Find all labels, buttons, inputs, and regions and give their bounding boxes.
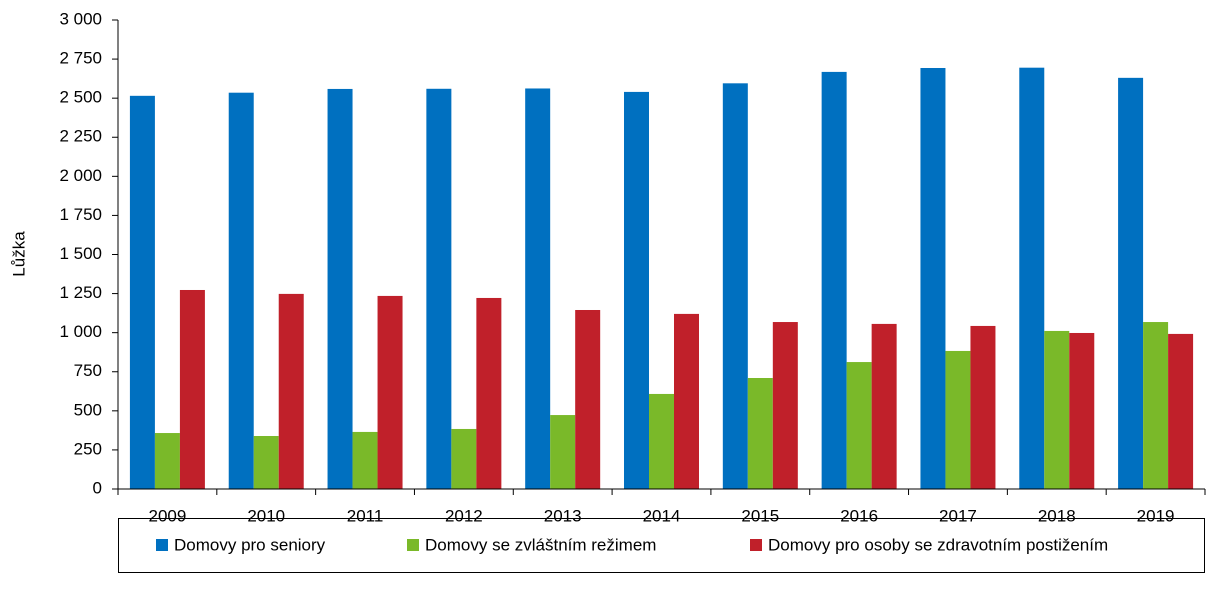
y-tick-label: 1 250 [59, 283, 102, 302]
x-tick-label: 2013 [544, 506, 582, 525]
bar [575, 309, 601, 489]
y-tick-label: 3 000 [59, 9, 102, 28]
y-tick-label: 2 500 [59, 88, 102, 107]
x-tick-label: 2016 [840, 506, 878, 525]
x-tick-label: 2009 [148, 506, 186, 525]
bar [649, 393, 674, 489]
x-tick-label: 2015 [741, 506, 779, 525]
y-tick-label: 500 [74, 400, 102, 419]
x-tick-label: 2010 [247, 506, 285, 525]
bar [871, 323, 897, 489]
bar [1069, 332, 1095, 489]
bar [278, 293, 304, 489]
x-tick-label: 2014 [643, 506, 681, 525]
bar [674, 313, 699, 489]
bar [772, 322, 798, 489]
bar [451, 428, 477, 489]
x-tick-label: 2012 [445, 506, 483, 525]
y-tick-label: 2 750 [59, 49, 102, 68]
legend-swatch [156, 539, 168, 551]
legend-swatch [407, 539, 419, 551]
bar [228, 92, 254, 489]
bar [377, 295, 403, 489]
bar [550, 415, 576, 489]
bar [1019, 67, 1045, 489]
x-tick-label: 2019 [1137, 506, 1175, 525]
legend-swatch [750, 539, 762, 551]
bar [846, 362, 872, 489]
bar [352, 431, 378, 489]
bar [426, 88, 452, 489]
y-tick-label: 2 000 [59, 166, 102, 185]
bar [722, 83, 748, 489]
bar [1168, 333, 1194, 489]
legend-label: Domovy pro osoby se zdravotním postižení… [768, 535, 1108, 554]
y-tick-label: 2 250 [59, 127, 102, 146]
legend-label: Domovy pro seniory [174, 535, 326, 554]
bar [1118, 77, 1144, 490]
bar [154, 433, 180, 489]
y-tick-label: 1 500 [59, 244, 102, 263]
bar [1044, 330, 1070, 489]
bar [970, 325, 996, 489]
legend-label: Domovy se zvláštním režimem [425, 535, 656, 554]
y-tick-label: 1 000 [59, 322, 102, 341]
bar [1143, 322, 1169, 489]
bar [253, 436, 279, 489]
x-tick-label: 2011 [347, 506, 384, 525]
bar [476, 297, 502, 489]
y-tick-label: 1 750 [59, 205, 102, 224]
bar [179, 289, 205, 489]
y-tick-label: 250 [74, 439, 102, 458]
x-tick-label: 2018 [1038, 506, 1076, 525]
bar [747, 378, 773, 489]
bar [945, 350, 971, 489]
y-tick-label: 750 [74, 361, 102, 380]
bar [327, 88, 353, 490]
bar [920, 67, 946, 490]
legend-box [118, 518, 1205, 573]
bar [624, 91, 649, 489]
x-tick-label: 2017 [939, 506, 977, 525]
bar [821, 71, 847, 490]
bar [129, 95, 155, 490]
y-axis-label: Lůžka [9, 231, 28, 277]
y-tick-label: 0 [93, 478, 102, 497]
bar [525, 88, 551, 489]
